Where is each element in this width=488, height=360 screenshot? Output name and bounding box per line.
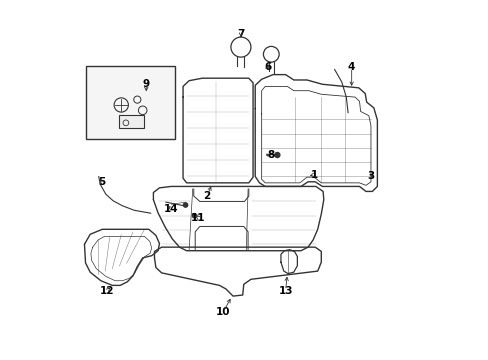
Text: 5: 5 (98, 177, 105, 187)
Text: 6: 6 (264, 63, 271, 72)
Text: 2: 2 (203, 191, 210, 201)
Text: 13: 13 (278, 286, 292, 296)
Circle shape (192, 213, 196, 218)
Circle shape (274, 153, 279, 157)
Circle shape (183, 203, 187, 207)
Text: 7: 7 (237, 28, 244, 39)
Text: 4: 4 (347, 63, 355, 72)
Bar (85, 66, 175, 139)
Text: 1: 1 (310, 170, 317, 180)
Text: 9: 9 (142, 78, 149, 89)
Text: 12: 12 (100, 286, 114, 296)
Text: 8: 8 (267, 150, 274, 160)
Bar (119, 114, 143, 128)
Text: 10: 10 (215, 307, 230, 317)
Text: 11: 11 (190, 212, 205, 222)
Text: 3: 3 (367, 171, 374, 181)
Text: 14: 14 (163, 203, 178, 213)
